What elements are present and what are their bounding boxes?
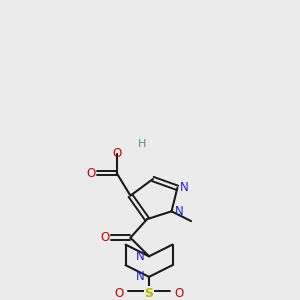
- Text: O: O: [100, 231, 109, 244]
- Text: N: N: [136, 250, 145, 263]
- Text: N: N: [180, 181, 189, 194]
- Text: O: O: [112, 147, 122, 160]
- Text: N: N: [175, 205, 183, 218]
- Text: O: O: [175, 287, 184, 300]
- Text: S: S: [145, 287, 154, 300]
- Text: N: N: [136, 270, 145, 284]
- Text: O: O: [114, 287, 124, 300]
- Text: H: H: [138, 139, 147, 149]
- Text: O: O: [87, 167, 96, 180]
